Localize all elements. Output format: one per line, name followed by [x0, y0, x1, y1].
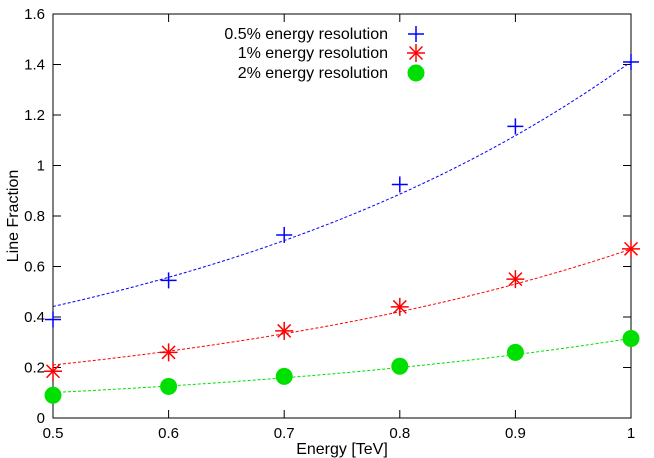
- legend-label-1: 1% energy resolution: [238, 45, 388, 62]
- fit-line-series-2: [52, 337, 632, 394]
- legend-marker-1: [407, 44, 425, 62]
- y-tick-label-6: 1.2: [24, 107, 45, 124]
- legend-symbol-1: [407, 44, 425, 62]
- data-point-s2-p3: [391, 357, 409, 375]
- data-point-s0-p1: [160, 272, 177, 289]
- legend-marker-0: [408, 26, 424, 42]
- data-point-s0-p0: [45, 311, 61, 328]
- y-tick-label-4: 0.8: [24, 208, 45, 225]
- x-axis-label: Energy [TeV]: [296, 441, 388, 458]
- x-tick-label-4: 0.9: [505, 425, 526, 442]
- data-point-s0-p3: [391, 176, 408, 193]
- y-axis-ticks: 0 0.2 0.4 0.6 0.8 1 1.2 1.4 1.6: [24, 6, 631, 427]
- fit-line-series-0: [52, 61, 632, 307]
- data-point-s0-p2: [276, 226, 293, 243]
- data-point-s0-p5: [623, 53, 639, 70]
- x-tick-label-1: 0.6: [158, 425, 179, 442]
- data-point-s0-p4: [507, 118, 524, 135]
- y-tick-label-2: 0.4: [24, 309, 45, 326]
- legend-symbol-0: [408, 26, 424, 42]
- x-axis-ticks: 0.5 0.6 0.7 0.8 0.9 1: [43, 14, 635, 442]
- y-tick-label-8: 1.6: [24, 6, 45, 23]
- legend-marker-2: [407, 64, 425, 82]
- x-tick-label-3: 0.8: [389, 425, 410, 442]
- data-point-s1-p5: [622, 239, 640, 258]
- legend: 0.5% energy resolution 1% energy resolut…: [224, 26, 425, 82]
- data-point-s1-p3: [390, 297, 409, 316]
- y-tick-label-5: 1: [37, 158, 45, 175]
- y-tick-label-1: 0.2: [24, 360, 45, 377]
- data-point-s2-p5: [622, 329, 640, 347]
- x-tick-label-5: 1: [627, 425, 635, 442]
- data-point-s2-p2: [275, 367, 293, 385]
- x-tick-label-2: 0.7: [274, 425, 295, 442]
- data-point-s1-p1: [159, 343, 178, 362]
- data-point-s2-p0: [44, 386, 62, 404]
- y-tick-label-7: 1.4: [24, 57, 45, 74]
- fit-curves: [52, 61, 632, 394]
- data-point-s1-p0: [44, 362, 62, 381]
- x-tick-label-0: 0.5: [43, 425, 64, 442]
- legend-symbol-2: [407, 64, 425, 82]
- plot-area: [52, 13, 632, 419]
- y-axis-label: Line Fraction: [5, 170, 22, 263]
- data-point-s1-p4: [506, 270, 525, 289]
- legend-label-2: 2% energy resolution: [238, 65, 388, 82]
- data-point-s2-p1: [160, 377, 178, 395]
- data-markers: [44, 53, 640, 404]
- y-tick-label-0: 0: [37, 410, 45, 427]
- fit-line-series-1: [52, 248, 632, 366]
- data-point-s2-p4: [506, 343, 524, 361]
- data-point-s1-p2: [275, 321, 294, 340]
- legend-label-0: 0.5% energy resolution: [224, 26, 388, 43]
- y-tick-label-3: 0.6: [24, 259, 45, 276]
